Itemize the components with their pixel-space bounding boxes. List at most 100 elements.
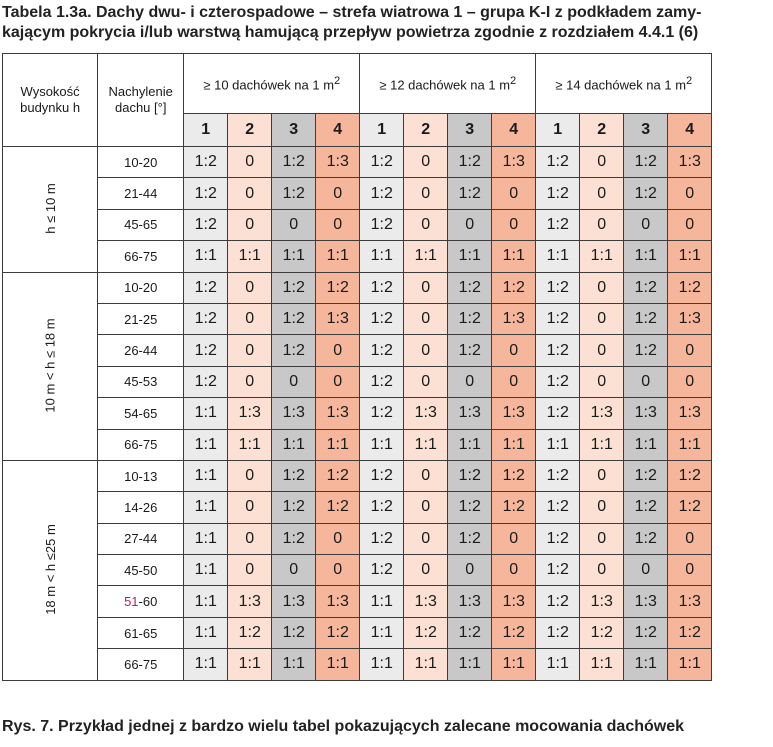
table-cell: 0 [315,177,361,210]
table-cell: 1:2 [491,271,537,304]
table-cell: 1:2 [535,145,581,179]
table-cell: 0 [623,365,669,399]
table-cell: 1:1 [359,616,405,650]
table-cell: 0 [315,334,361,367]
table-cell: 0 [403,554,449,587]
table-cell: 1:1 [183,397,229,430]
table-cell: 0 [491,208,537,242]
table-cell: 1:2 [359,554,405,587]
table-cell: 1:2 [623,459,669,493]
table-cell: 0 [227,554,273,587]
height-header-line-1: Wysokość [20,84,80,99]
column-number-header: 2 [227,113,273,147]
table-cell: 0 [403,522,449,556]
table-cell: 1:1 [491,428,537,461]
table-cell: 1:2 [271,177,317,210]
table-cell: 1:2 [535,177,581,210]
table-cell: 1:2 [359,145,405,179]
table-cell: 1:2 [359,491,405,524]
table-row: 27-44 1:1 0 1:2 0 1:2 0 1:2 0 1:2 0 1:2 0 [3,522,713,556]
height-header-line-2: budynku h [20,100,81,115]
table-row: 21-44 1:2 0 1:2 0 1:2 0 1:2 0 1:2 0 1:2 0 [3,177,713,210]
table-cell: 1:2 [359,459,405,493]
column-number-header: 1 [183,113,229,147]
table-cell: 1:1 [447,648,493,681]
table-cell: 0 [227,522,273,556]
table-cell: 0 [227,145,273,179]
table-cell: 1:1 [183,428,229,461]
table-cell: 1:1 [403,648,449,681]
table-cell: 0 [579,302,625,336]
group-header-12-tiles: ≥ 12 dachówek na 1 m2 [359,53,537,114]
table-cell: 1:2 [447,334,493,367]
table-cell: 1:1 [183,522,229,556]
column-number-header: 2 [403,113,449,147]
table-cell: 0 [579,554,625,587]
table-cell: 0 [403,365,449,399]
table-cell: 1:2 [315,491,361,524]
table-cell: 0 [227,208,273,242]
table-row: h ≤ 10 m 10-20 1:2 0 1:2 1:3 1:2 0 1:2 1:3 1:2 0 1:2… [1,145,713,273]
table-cell: 1:2 [623,177,669,210]
fastening-table: Wysokość budynku h Nachylenie dachu [°] … [1,53,713,681]
table-cell: 1:1 [667,428,713,461]
table-cell: 1:1 [315,428,361,461]
table-cell: 1:1 [315,240,361,273]
table-body: h ≤ 10 m 10-20 1:2 0 1:2 1:3 1:2 0 1:2 1:3 1:2 0 1:2… [1,145,713,681]
table-cell: 1:2 [623,145,669,179]
table-cell: 1:3 [447,397,493,430]
table-cell: 1:2 [315,271,361,304]
table-cell: 1:2 [271,616,317,650]
table-cell: 0 [491,334,537,367]
slope-range-cell: 61-65 [97,616,185,650]
table-cell: 1:2 [183,177,229,210]
height-range-cell: h ≤ 10 m [1,146,99,273]
slope-range-cell: 66-75 [97,648,185,681]
table-cell: 1:1 [579,428,625,461]
column-number-header: 4 [491,113,537,147]
table-cell: 1:2 [271,522,317,556]
table-cell: 0 [623,554,669,587]
column-number-header: 2 [579,113,625,147]
table-cell: 1:1 [359,585,405,618]
slope-header-line-2: dachu [°] [114,100,167,115]
table-cell: 1:2 [535,459,581,493]
table-cell: 1:1 [183,491,229,524]
table-cell: 1:2 [359,397,405,430]
table-cell: 1:2 [359,177,405,210]
table-cell: 1:2 [667,491,713,524]
table-cell: 1:3 [491,585,537,618]
table-cell: 1:3 [447,585,493,618]
table-cell: 1:1 [491,240,537,273]
table-cell: 0 [403,271,449,304]
slope-highlight: 51 [124,594,139,610]
table-cell: 1:2 [359,302,405,336]
table-cell: 1:2 [535,365,581,399]
table-cell: 1:2 [491,491,537,524]
table-row: 10 m < h ≤ 18 m 10-20 1:2 0 1:2 1:2 1:2 0 1:2 1:2… [1,271,713,461]
height-range-label: 10 m < h ≤ 18 m [42,318,58,413]
table-cell: 1:1 [491,648,537,681]
table-cell: 0 [271,208,317,242]
table-cell: 1:2 [447,302,493,336]
table-cell: 1:1 [183,240,229,273]
table-cell: 1:2 [535,522,581,556]
table-cell: 1:3 [403,397,449,430]
table-cell: 0 [667,208,713,242]
table-row: 45-65 1:2 0 0 0 1:2 0 0 0 1:2 0 0 0 [3,208,713,242]
table-cell: 0 [579,271,625,304]
slope-range-cell: 27-44 [97,522,185,556]
table-cell: 1:2 [535,208,581,242]
table-cell: 1:2 [535,616,581,650]
table-cell: 0 [579,459,625,493]
table-cell: 1:2 [359,522,405,556]
table-cell: 1:3 [491,302,537,336]
table-cell: 0 [667,554,713,587]
height-range-label: h ≤ 10 m [42,183,58,235]
table-cell: 1:2 [447,522,493,556]
table-cell: 1:1 [623,428,669,461]
table-cell: 0 [227,177,273,210]
column-number-header: 1 [535,113,581,147]
table-cell: 1:1 [227,428,273,461]
